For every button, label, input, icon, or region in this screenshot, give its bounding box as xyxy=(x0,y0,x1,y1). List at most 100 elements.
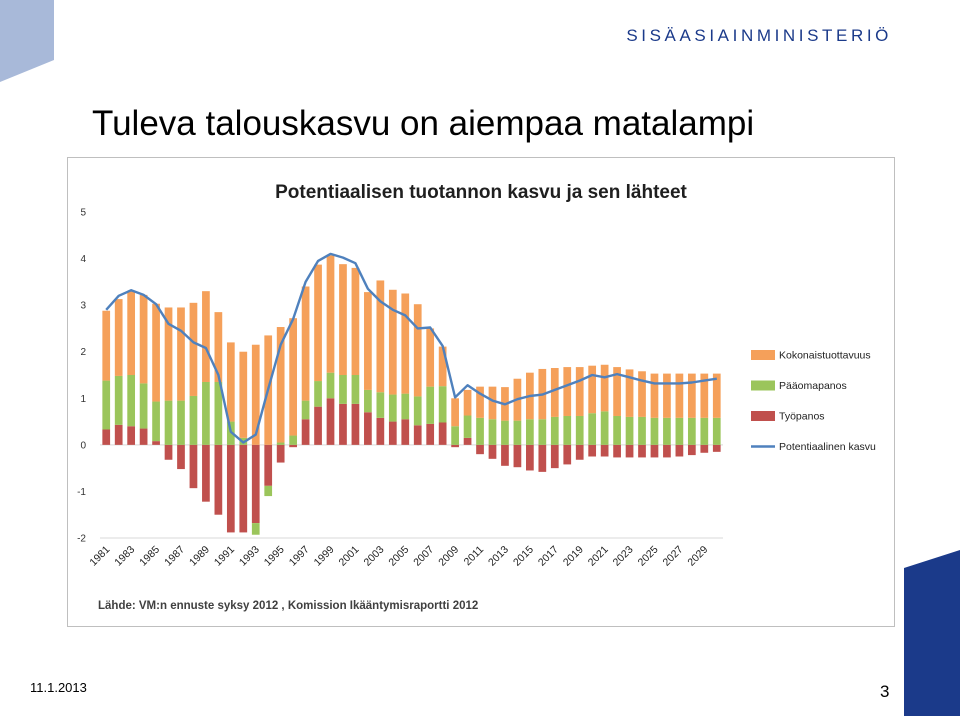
bar-tyopanos xyxy=(314,406,322,445)
bar-kokonaistuottavuus xyxy=(488,386,497,420)
bar-kokonaistuottavuus xyxy=(289,318,297,436)
bar-paaomapanos xyxy=(501,420,509,445)
legend-label: Kokonaistuottavuus xyxy=(779,350,871,362)
bar-kokonaistuottavuus xyxy=(401,293,410,394)
bar-tyopanos xyxy=(501,444,509,466)
x-tick-label: 1991 xyxy=(212,544,237,569)
bar-kokonaistuottavuus xyxy=(687,373,696,418)
bar-kokonaistuottavuus xyxy=(376,280,385,393)
bar-kokonaistuottavuus xyxy=(339,264,347,375)
x-tick-label: 1995 xyxy=(262,544,287,569)
bar-kokonaistuottavuus xyxy=(301,286,310,401)
legend-label: Työpanos xyxy=(779,411,825,423)
bar-paaomapanos xyxy=(189,395,198,445)
line-potentiaalinen-kasvu xyxy=(105,252,717,444)
bar-paaomapanos xyxy=(351,375,360,404)
bar-paaomapanos xyxy=(114,375,123,425)
x-tick-label: 1985 xyxy=(137,544,162,569)
bar-kokonaistuottavuus xyxy=(613,367,621,416)
bar-kokonaistuottavuus xyxy=(675,373,684,418)
bar-tyopanos xyxy=(650,444,659,458)
bar-kokonaistuottavuus xyxy=(326,255,335,373)
bar-tyopanos xyxy=(339,403,347,445)
x-tick-label: 2005 xyxy=(386,544,411,569)
bar-kokonaistuottavuus xyxy=(239,351,248,438)
legend-swatch xyxy=(751,350,775,360)
x-tick-label: 2015 xyxy=(511,544,536,569)
y-tick-label: 4 xyxy=(80,254,86,265)
bar-tyopanos xyxy=(401,419,410,445)
bar-kokonaistuottavuus xyxy=(251,344,260,445)
bar-paaomapanos xyxy=(550,416,559,445)
bar-tyopanos xyxy=(264,444,273,486)
bar-tyopanos xyxy=(364,412,372,445)
bar-tyopanos xyxy=(251,444,260,524)
bar-kokonaistuottavuus xyxy=(114,299,123,376)
x-tick-label: 2023 xyxy=(611,544,636,569)
bar-tyopanos xyxy=(526,444,534,471)
bar-kokonaistuottavuus xyxy=(476,386,484,418)
bar-tyopanos xyxy=(376,417,385,445)
x-tick-label: 2029 xyxy=(685,544,710,569)
x-tick-label: 2003 xyxy=(361,544,386,569)
bar-tyopanos xyxy=(239,444,248,533)
bar-kokonaistuottavuus xyxy=(413,304,422,397)
bar-kokonaistuottavuus xyxy=(177,307,185,401)
bar-paaomapanos xyxy=(650,417,659,445)
bar-paaomapanos xyxy=(575,415,584,445)
bar-tyopanos xyxy=(463,437,472,445)
legend-swatch xyxy=(751,411,775,421)
y-tick-label: -2 xyxy=(77,534,86,545)
legend-swatch xyxy=(751,380,775,391)
y-tick-label: 2 xyxy=(80,347,86,358)
bar-kokonaistuottavuus xyxy=(700,373,709,418)
bar-kokonaistuottavuus xyxy=(139,294,148,384)
bar-kokonaistuottavuus xyxy=(563,367,572,416)
bar-paaomapanos xyxy=(613,415,621,445)
x-tick-label: 2007 xyxy=(411,544,436,569)
bar-tyopanos xyxy=(513,444,522,468)
bar-tyopanos xyxy=(588,444,597,457)
chart-frame: Potentiaalisen tuotannon kasvu ja sen lä… xyxy=(67,157,895,627)
x-tick-label: 2027 xyxy=(661,544,686,569)
x-tick-label: 1983 xyxy=(112,544,137,569)
x-tick-label: 2001 xyxy=(337,544,362,569)
bar-kokonaistuottavuus xyxy=(189,302,198,396)
bar-paaomapanos xyxy=(214,381,223,445)
bar-tyopanos xyxy=(550,444,559,469)
bar-tyopanos xyxy=(114,424,123,445)
bar-paaomapanos xyxy=(526,419,534,445)
bar-paaomapanos xyxy=(488,419,497,445)
bar-tyopanos xyxy=(226,444,235,533)
y-tick-label: 3 xyxy=(80,301,86,312)
bar-paaomapanos xyxy=(314,381,322,407)
bar-tyopanos xyxy=(451,444,459,448)
bar-paaomapanos xyxy=(463,415,472,438)
bar-paaomapanos xyxy=(476,417,484,445)
bar-paaomapanos xyxy=(426,386,435,424)
chart: Potentiaalisen tuotannon kasvu ja sen lä… xyxy=(77,182,876,612)
bar-kokonaistuottavuus xyxy=(638,371,646,417)
footer-date: 11.1.2013 xyxy=(30,680,87,695)
bar-tyopanos xyxy=(127,426,136,445)
bar-kokonaistuottavuus xyxy=(364,292,372,390)
bar-paaomapanos xyxy=(339,375,347,404)
bar-kokonaistuottavuus xyxy=(438,346,447,387)
bar-paaomapanos xyxy=(513,420,522,445)
corner-decoration-bottom xyxy=(904,550,960,716)
bar-tyopanos xyxy=(575,444,584,460)
bar-paaomapanos xyxy=(675,417,684,445)
x-tick-label: 2011 xyxy=(462,544,487,569)
bar-tyopanos xyxy=(600,444,609,457)
bar-tyopanos xyxy=(164,444,173,460)
bar-tyopanos xyxy=(301,419,310,445)
bar-tyopanos xyxy=(638,444,646,458)
bar-kokonaistuottavuus xyxy=(314,264,322,382)
bar-paaomapanos xyxy=(413,396,422,426)
bar-kokonaistuottavuus xyxy=(202,291,210,382)
bar-paaomapanos xyxy=(687,417,696,445)
x-tick-label: 1981 xyxy=(87,544,112,569)
bar-paaomapanos xyxy=(127,375,136,427)
x-tick-label: 2013 xyxy=(486,544,511,569)
bar-paaomapanos xyxy=(401,393,410,420)
